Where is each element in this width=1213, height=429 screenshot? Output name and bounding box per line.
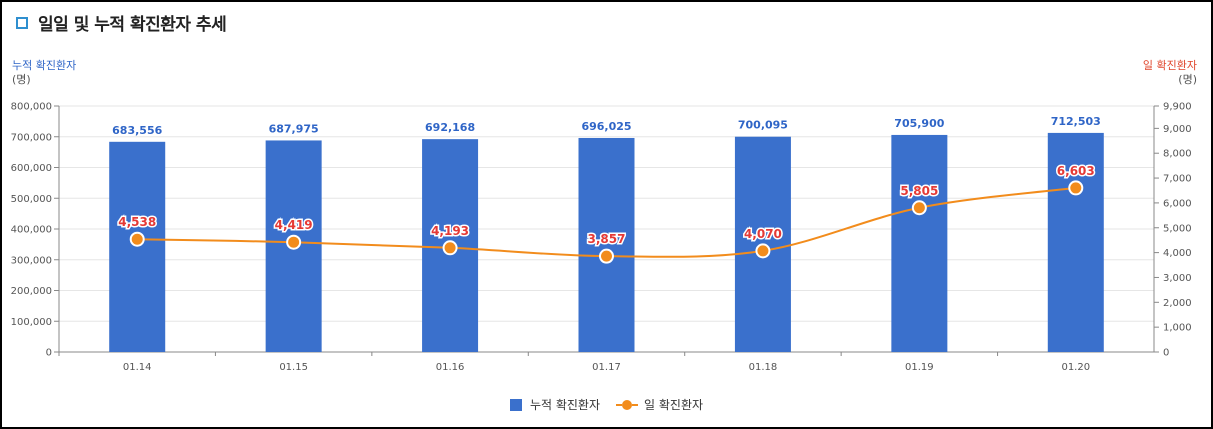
right-tick-label: 4,000	[1163, 248, 1192, 259]
x-tick-label: 01.20	[1061, 362, 1090, 373]
bar-value-label: 683,556	[112, 124, 162, 137]
square-bullet-icon	[16, 16, 28, 29]
line-point	[286, 234, 302, 250]
line-point	[599, 248, 614, 264]
legend-item-bar[interactable]: 누적 확진환자	[509, 396, 601, 413]
bar	[578, 137, 635, 352]
right-tick-label: 2,000	[1163, 298, 1192, 309]
line-value-label: 4,419	[275, 218, 313, 232]
legend-line-label: 일 확진환자	[644, 398, 704, 412]
right-tick-label: 6,000	[1163, 198, 1192, 209]
left-tick-label: 500,000	[11, 194, 52, 205]
x-tick-label: 01.15	[279, 362, 308, 373]
legend-item-line[interactable]: 일 확진환자	[616, 396, 703, 413]
right-tick-label: 9,900	[1163, 102, 1192, 113]
title-row: 일일 및 누적 확진환자 추세	[16, 10, 227, 35]
bar-value-label: 712,503	[1051, 115, 1101, 128]
right-tick-label: 3,000	[1163, 273, 1192, 284]
left-tick-label: 800,000	[11, 102, 52, 113]
bar-value-label: 705,900	[894, 117, 944, 130]
left-axis-title: 누적 확진환자 (명)	[12, 59, 76, 87]
line-point	[911, 200, 927, 216]
right-axis-unit: (명)	[1178, 73, 1197, 86]
bar-value-label: 700,095	[738, 119, 788, 132]
left-axis-label: 누적 확진환자	[12, 59, 77, 72]
left-axis-unit: (명)	[12, 73, 31, 86]
line-point	[129, 231, 145, 247]
left-tick-label: 200,000	[11, 286, 52, 297]
bar	[891, 134, 948, 352]
bar-value-label: 696,025	[581, 120, 631, 133]
right-axis-title: 일 확진환자 (명)	[1143, 59, 1197, 87]
line-point	[1068, 180, 1084, 196]
combo-chart: 0 100,000 200,000 300,000 400,000 500,000 600,…	[11, 102, 1192, 374]
line-value-label: 4,538	[118, 215, 156, 229]
legend-bar-swatch	[509, 398, 522, 411]
legend: 누적 확진환자 일 확진환자	[2, 396, 1211, 413]
x-tick-label: 01.14	[123, 362, 152, 373]
left-tick-label: 700,000	[11, 132, 52, 143]
line-value-label: 4,193	[431, 224, 469, 238]
right-tick-label: 5,000	[1163, 223, 1192, 234]
line-point	[755, 243, 771, 259]
line-value-label: 5,805	[900, 184, 938, 198]
right-tick-label: 0	[1163, 348, 1169, 359]
left-tick-label: 0	[46, 348, 52, 359]
bar	[1047, 132, 1104, 352]
line-value-label: 4,070	[744, 227, 782, 241]
line-value-label: 3,857	[588, 232, 626, 246]
left-tick-label: 600,000	[11, 163, 52, 174]
chart-title: 일일 및 누적 확진환자 추세	[38, 15, 227, 35]
legend-line-swatch	[616, 399, 639, 411]
right-tick-label: 1,000	[1163, 323, 1192, 334]
left-tick-label: 400,000	[11, 225, 52, 236]
right-tick-label: 8,000	[1163, 149, 1192, 160]
x-tick-label: 01.16	[436, 362, 465, 373]
right-tick-label: 9,000	[1163, 124, 1192, 135]
line-point	[442, 240, 458, 256]
x-tick-label: 01.19	[905, 362, 934, 373]
left-tick-label: 300,000	[11, 255, 52, 266]
legend-bar-label: 누적 확진환자	[529, 398, 601, 412]
x-tick-label: 01.17	[592, 362, 621, 373]
line-value-label: 6,603	[1057, 164, 1095, 178]
bar-value-label: 687,975	[269, 122, 319, 135]
x-tick-label: 01.18	[749, 362, 778, 373]
bar-value-label: 692,168	[425, 121, 475, 134]
right-tick-label: 7,000	[1163, 174, 1192, 185]
right-axis-label: 일 확진환자	[1142, 59, 1197, 72]
left-tick-label: 100,000	[11, 317, 52, 328]
bar	[109, 141, 166, 352]
